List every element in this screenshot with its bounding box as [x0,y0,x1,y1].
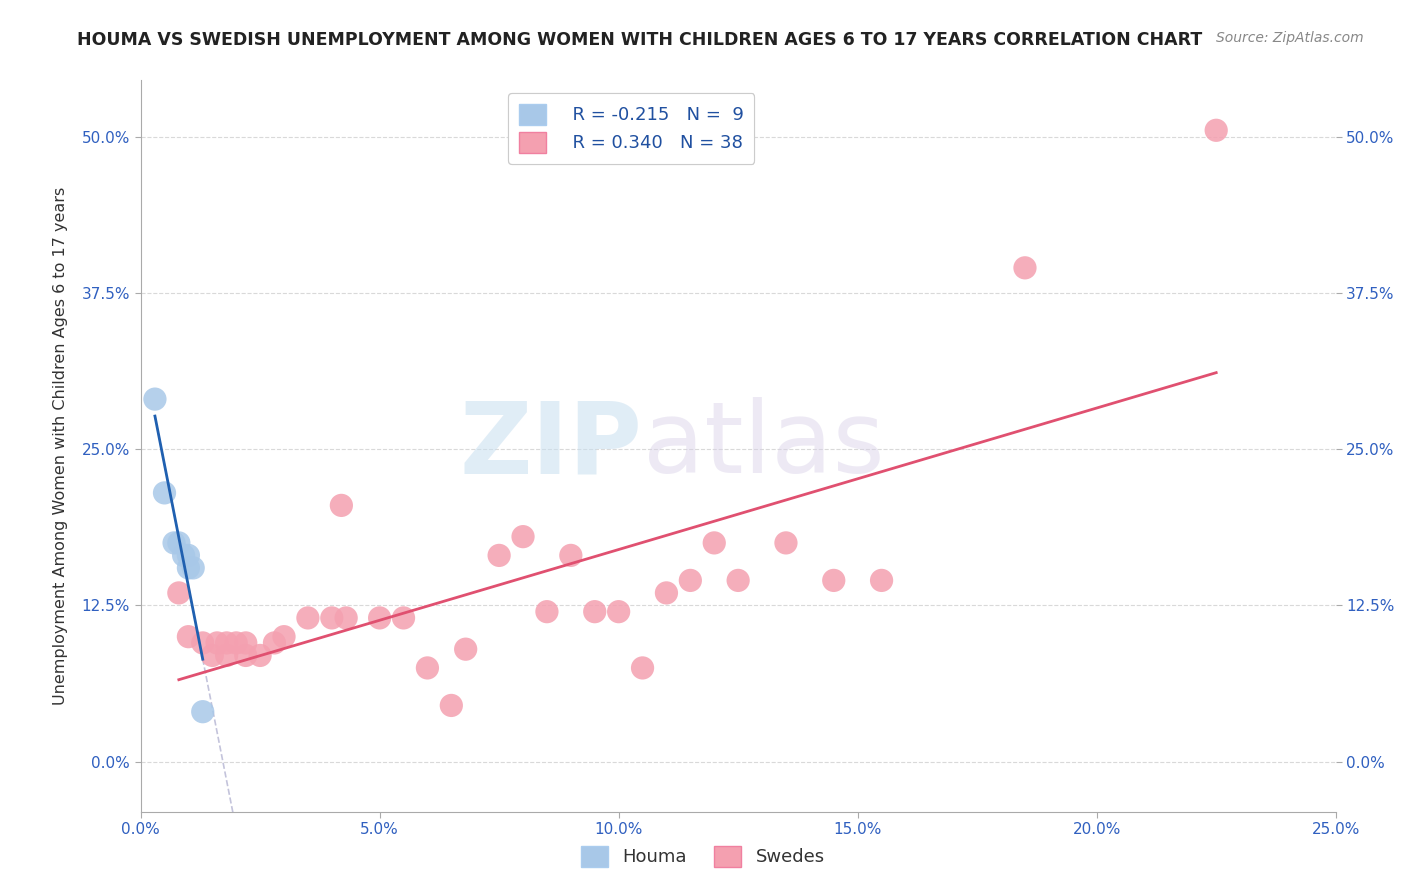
Point [249,648,271,663]
Point [727,574,749,588]
Point [440,698,463,713]
Text: atlas: atlas [643,398,884,494]
Point [703,536,725,550]
Point [201,648,224,663]
Point [215,636,238,650]
Point [536,605,558,619]
Legend: Houma, Swedes: Houma, Swedes [574,838,832,874]
Point [823,574,845,588]
Point [583,605,606,619]
Point [225,636,247,650]
Point [1205,123,1227,137]
Point [235,648,257,663]
Point [335,611,357,625]
Point [205,636,228,650]
Point [775,536,797,550]
Point [392,611,415,625]
Point [215,648,238,663]
Point [167,536,190,550]
Point [297,611,319,625]
Text: Source: ZipAtlas.com: Source: ZipAtlas.com [1216,31,1364,45]
Point [177,630,200,644]
Point [488,549,510,563]
Point [181,561,204,575]
Point [321,611,343,625]
Y-axis label: Unemployment Among Women with Children Ages 6 to 17 years: Unemployment Among Women with Children A… [53,187,67,705]
Point [191,705,214,719]
Point [368,611,391,625]
Point [273,630,295,644]
Point [167,586,190,600]
Point [560,549,582,563]
Point [416,661,439,675]
Text: ZIP: ZIP [460,398,643,494]
Point [177,561,200,575]
Point [153,486,176,500]
Text: HOUMA VS SWEDISH UNEMPLOYMENT AMONG WOMEN WITH CHILDREN AGES 6 TO 17 YEARS CORRE: HOUMA VS SWEDISH UNEMPLOYMENT AMONG WOME… [77,31,1202,49]
Point [173,549,195,563]
Point [631,661,654,675]
Point [191,636,214,650]
Point [512,530,534,544]
Point [655,586,678,600]
Point [454,642,477,657]
Point [607,605,630,619]
Point [1014,260,1036,275]
Point [679,574,702,588]
Point [163,536,186,550]
Point [870,574,893,588]
Point [177,549,200,563]
Point [330,499,353,513]
Point [143,392,166,406]
Point [235,636,257,650]
Legend:   R = -0.215   N =  9,   R = 0.340   N = 38: R = -0.215 N = 9, R = 0.340 N = 38 [508,93,754,163]
Point [263,636,285,650]
